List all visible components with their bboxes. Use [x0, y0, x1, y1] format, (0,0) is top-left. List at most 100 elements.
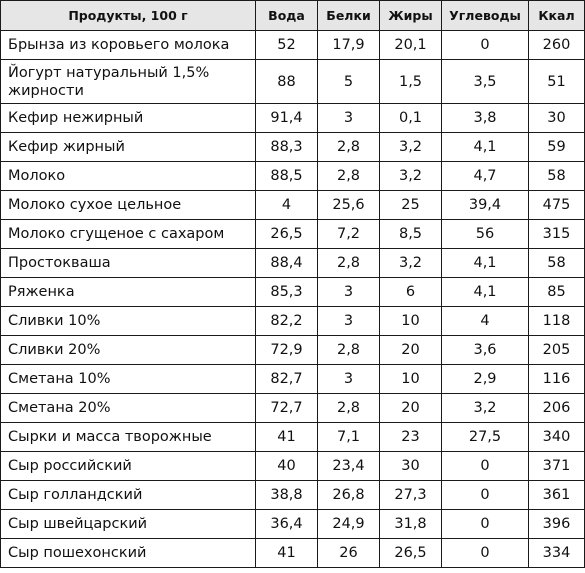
product-name-cell: Сыр голландский	[0, 480, 256, 510]
carbs-cell: 3,2	[441, 393, 529, 423]
kcal-cell: 475	[528, 190, 585, 220]
water-cell: 36,4	[255, 509, 318, 539]
fat-cell: 10	[379, 364, 442, 394]
table-row: Кефир жирный 88,3 2,8 3,2 4,1 59	[0, 132, 585, 162]
kcal-cell: 206	[528, 393, 585, 423]
header-carbs: Углеводы	[441, 0, 529, 31]
table-row: Брынза из коровьего молока 52 17,9 20,1 0 260	[0, 30, 585, 60]
carbs-cell: 0	[441, 30, 529, 60]
fat-cell: 3,2	[379, 248, 442, 278]
product-name-cell: Йогурт натуральный 1,5% жирности	[0, 59, 256, 104]
table-row: Молоко 88,5 2,8 3,2 4,7 58	[0, 161, 585, 191]
fat-cell: 8,5	[379, 219, 442, 249]
fat-cell: 27,3	[379, 480, 442, 510]
product-name-cell: Кефир жирный	[0, 132, 256, 162]
kcal-cell: 340	[528, 422, 585, 452]
kcal-cell: 334	[528, 538, 585, 568]
protein-cell: 7,2	[317, 219, 380, 249]
header-protein: Белки	[317, 0, 380, 31]
header-row: Продукты, 100 г Вода Белки Жиры Углеводы…	[0, 0, 585, 31]
protein-cell: 17,9	[317, 30, 380, 60]
header-kcal: Ккал	[528, 0, 585, 31]
kcal-cell: 371	[528, 451, 585, 481]
protein-cell: 26	[317, 538, 380, 568]
protein-cell: 24,9	[317, 509, 380, 539]
kcal-cell: 396	[528, 509, 585, 539]
product-name-cell: Сыр швейцарский	[0, 509, 256, 539]
fat-cell: 25	[379, 190, 442, 220]
table-row: Ряженка 85,3 3 6 4,1 85	[0, 277, 585, 307]
product-name-cell: Сыр пошехонский	[0, 538, 256, 568]
water-cell: 88,3	[255, 132, 318, 162]
protein-cell: 3	[317, 306, 380, 336]
table-body: Брынза из коровьего молока 52 17,9 20,1 0 260…	[0, 30, 585, 568]
fat-cell: 31,8	[379, 509, 442, 539]
product-name-cell: Молоко сгущеное с сахаром	[0, 219, 256, 249]
protein-cell: 26,8	[317, 480, 380, 510]
carbs-cell: 39,4	[441, 190, 529, 220]
protein-cell: 2,8	[317, 161, 380, 191]
kcal-cell: 58	[528, 248, 585, 278]
water-cell: 82,7	[255, 364, 318, 394]
product-name-cell: Молоко	[0, 161, 256, 191]
header-product: Продукты, 100 г	[0, 0, 256, 31]
carbs-cell: 0	[441, 538, 529, 568]
water-cell: 38,8	[255, 480, 318, 510]
carbs-cell: 0	[441, 451, 529, 481]
product-name-cell: Сметана 10%	[0, 364, 256, 394]
water-cell: 88,5	[255, 161, 318, 191]
kcal-cell: 361	[528, 480, 585, 510]
table-row: Сыр швейцарский 36,4 24,9 31,8 0 396	[0, 509, 585, 539]
header-fat: Жиры	[379, 0, 442, 31]
product-name-cell: Простокваша	[0, 248, 256, 278]
water-cell: 88,4	[255, 248, 318, 278]
water-cell: 91,4	[255, 103, 318, 133]
carbs-cell: 0	[441, 480, 529, 510]
carbs-cell: 4,7	[441, 161, 529, 191]
kcal-cell: 205	[528, 335, 585, 365]
kcal-cell: 51	[528, 59, 585, 104]
fat-cell: 23	[379, 422, 442, 452]
protein-cell: 2,8	[317, 132, 380, 162]
product-name-cell: Ряженка	[0, 277, 256, 307]
protein-cell: 7,1	[317, 422, 380, 452]
carbs-cell: 3,6	[441, 335, 529, 365]
protein-cell: 2,8	[317, 335, 380, 365]
carbs-cell: 3,8	[441, 103, 529, 133]
fat-cell: 3,2	[379, 161, 442, 191]
product-name-cell: Кефир нежирный	[0, 103, 256, 133]
product-name-cell: Молоко сухое цельное	[0, 190, 256, 220]
protein-cell: 2,8	[317, 248, 380, 278]
kcal-cell: 59	[528, 132, 585, 162]
protein-cell: 23,4	[317, 451, 380, 481]
carbs-cell: 4	[441, 306, 529, 336]
table-row: Сметана 10% 82,7 3 10 2,9 116	[0, 364, 585, 394]
water-cell: 41	[255, 422, 318, 452]
carbs-cell: 0	[441, 509, 529, 539]
water-cell: 26,5	[255, 219, 318, 249]
protein-cell: 25,6	[317, 190, 380, 220]
kcal-cell: 315	[528, 219, 585, 249]
product-name-cell: Сливки 10%	[0, 306, 256, 336]
product-name-cell: Брынза из коровьего молока	[0, 30, 256, 60]
fat-cell: 30	[379, 451, 442, 481]
carbs-cell: 27,5	[441, 422, 529, 452]
table-row: Сливки 10% 82,2 3 10 4 118	[0, 306, 585, 336]
table-row: Сыр голландский 38,8 26,8 27,3 0 361	[0, 480, 585, 510]
carbs-cell: 2,9	[441, 364, 529, 394]
water-cell: 72,9	[255, 335, 318, 365]
table-row: Молоко сухое цельное 4 25,6 25 39,4 475	[0, 190, 585, 220]
table-row: Сыр российский 40 23,4 30 0 371	[0, 451, 585, 481]
table-row: Йогурт натуральный 1,5% жирности 88 5 1,5 3,…	[0, 59, 585, 104]
table-row: Молоко сгущеное с сахаром 26,5 7,2 8,5 56 315	[0, 219, 585, 249]
product-name-cell: Сливки 20%	[0, 335, 256, 365]
kcal-cell: 260	[528, 30, 585, 60]
fat-cell: 26,5	[379, 538, 442, 568]
fat-cell: 20	[379, 393, 442, 423]
product-name-cell: Сыр российский	[0, 451, 256, 481]
table-row: Сыр пошехонский 41 26 26,5 0 334	[0, 538, 585, 568]
water-cell: 72,7	[255, 393, 318, 423]
protein-cell: 2,8	[317, 393, 380, 423]
fat-cell: 10	[379, 306, 442, 336]
product-name-cell: Сырки и масса творожные	[0, 422, 256, 452]
